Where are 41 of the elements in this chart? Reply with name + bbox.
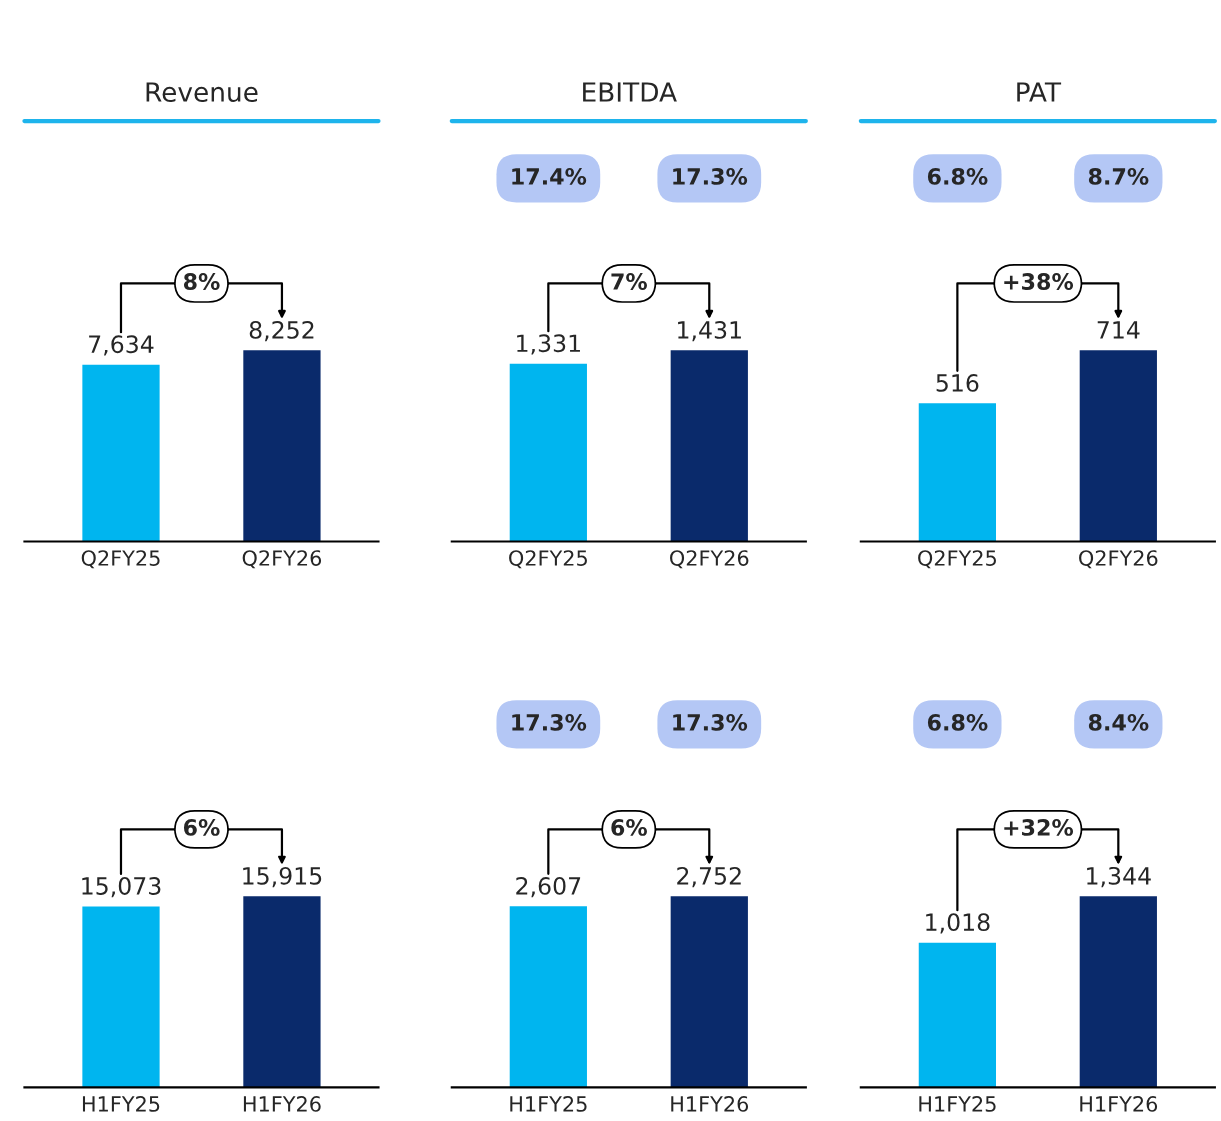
x-tick-label: Q2FY26: [242, 550, 322, 569]
data-label: 1,018: [926, 913, 990, 934]
data-label: 2,752: [677, 866, 741, 888]
text: 6%: [183, 819, 220, 836]
data-label: 7,634: [89, 335, 154, 356]
data-label: 1,344: [1087, 866, 1151, 888]
text: 6.8%: [927, 713, 988, 731]
text: 6.8%: [927, 168, 988, 185]
data-label: 15,073: [82, 877, 161, 898]
data-label: 2,607: [516, 876, 581, 898]
x-tick-label: H1FY26: [671, 1096, 749, 1112]
data-label: 714: [1097, 321, 1140, 339]
text: 17.3%: [673, 168, 748, 185]
text: 17.3%: [673, 713, 748, 731]
x-tick-label: Q2FY25: [918, 550, 996, 569]
data-label: 8,252: [249, 320, 314, 342]
x-tick-label: Q2FY25: [81, 550, 160, 569]
chart-title: EBITDA: [583, 82, 677, 102]
x-tick-label: H1FY26: [1080, 1096, 1158, 1112]
x-tick-label: H1FY26: [243, 1096, 321, 1112]
x-tick-label: Q2FY26: [670, 550, 749, 569]
data-label: 1,431: [678, 320, 741, 342]
text: 8.4%: [1088, 713, 1149, 731]
text: +32%: [1004, 819, 1074, 836]
data-label: 516: [936, 373, 979, 392]
text: 8.7%: [1088, 168, 1149, 185]
text: 7%: [611, 273, 647, 290]
x-tick-label: H1FY25: [82, 1096, 160, 1112]
text: 17.3%: [512, 713, 587, 731]
x-tick-label: H1FY25: [919, 1096, 996, 1112]
x-tick-label: Q2FY26: [1079, 550, 1158, 569]
text: 8%: [183, 273, 220, 290]
text: 6%: [611, 819, 647, 836]
data-label: 1,331: [517, 334, 580, 355]
text: +38%: [1004, 273, 1074, 290]
data-label: 15,915: [243, 866, 322, 888]
x-tick-label: H1FY25: [510, 1096, 587, 1112]
x-tick-label: Q2FY25: [509, 550, 587, 569]
chart-title: PAT: [1017, 82, 1062, 102]
chart-title: Revenue: [146, 82, 258, 102]
text: 17.4%: [512, 168, 587, 185]
